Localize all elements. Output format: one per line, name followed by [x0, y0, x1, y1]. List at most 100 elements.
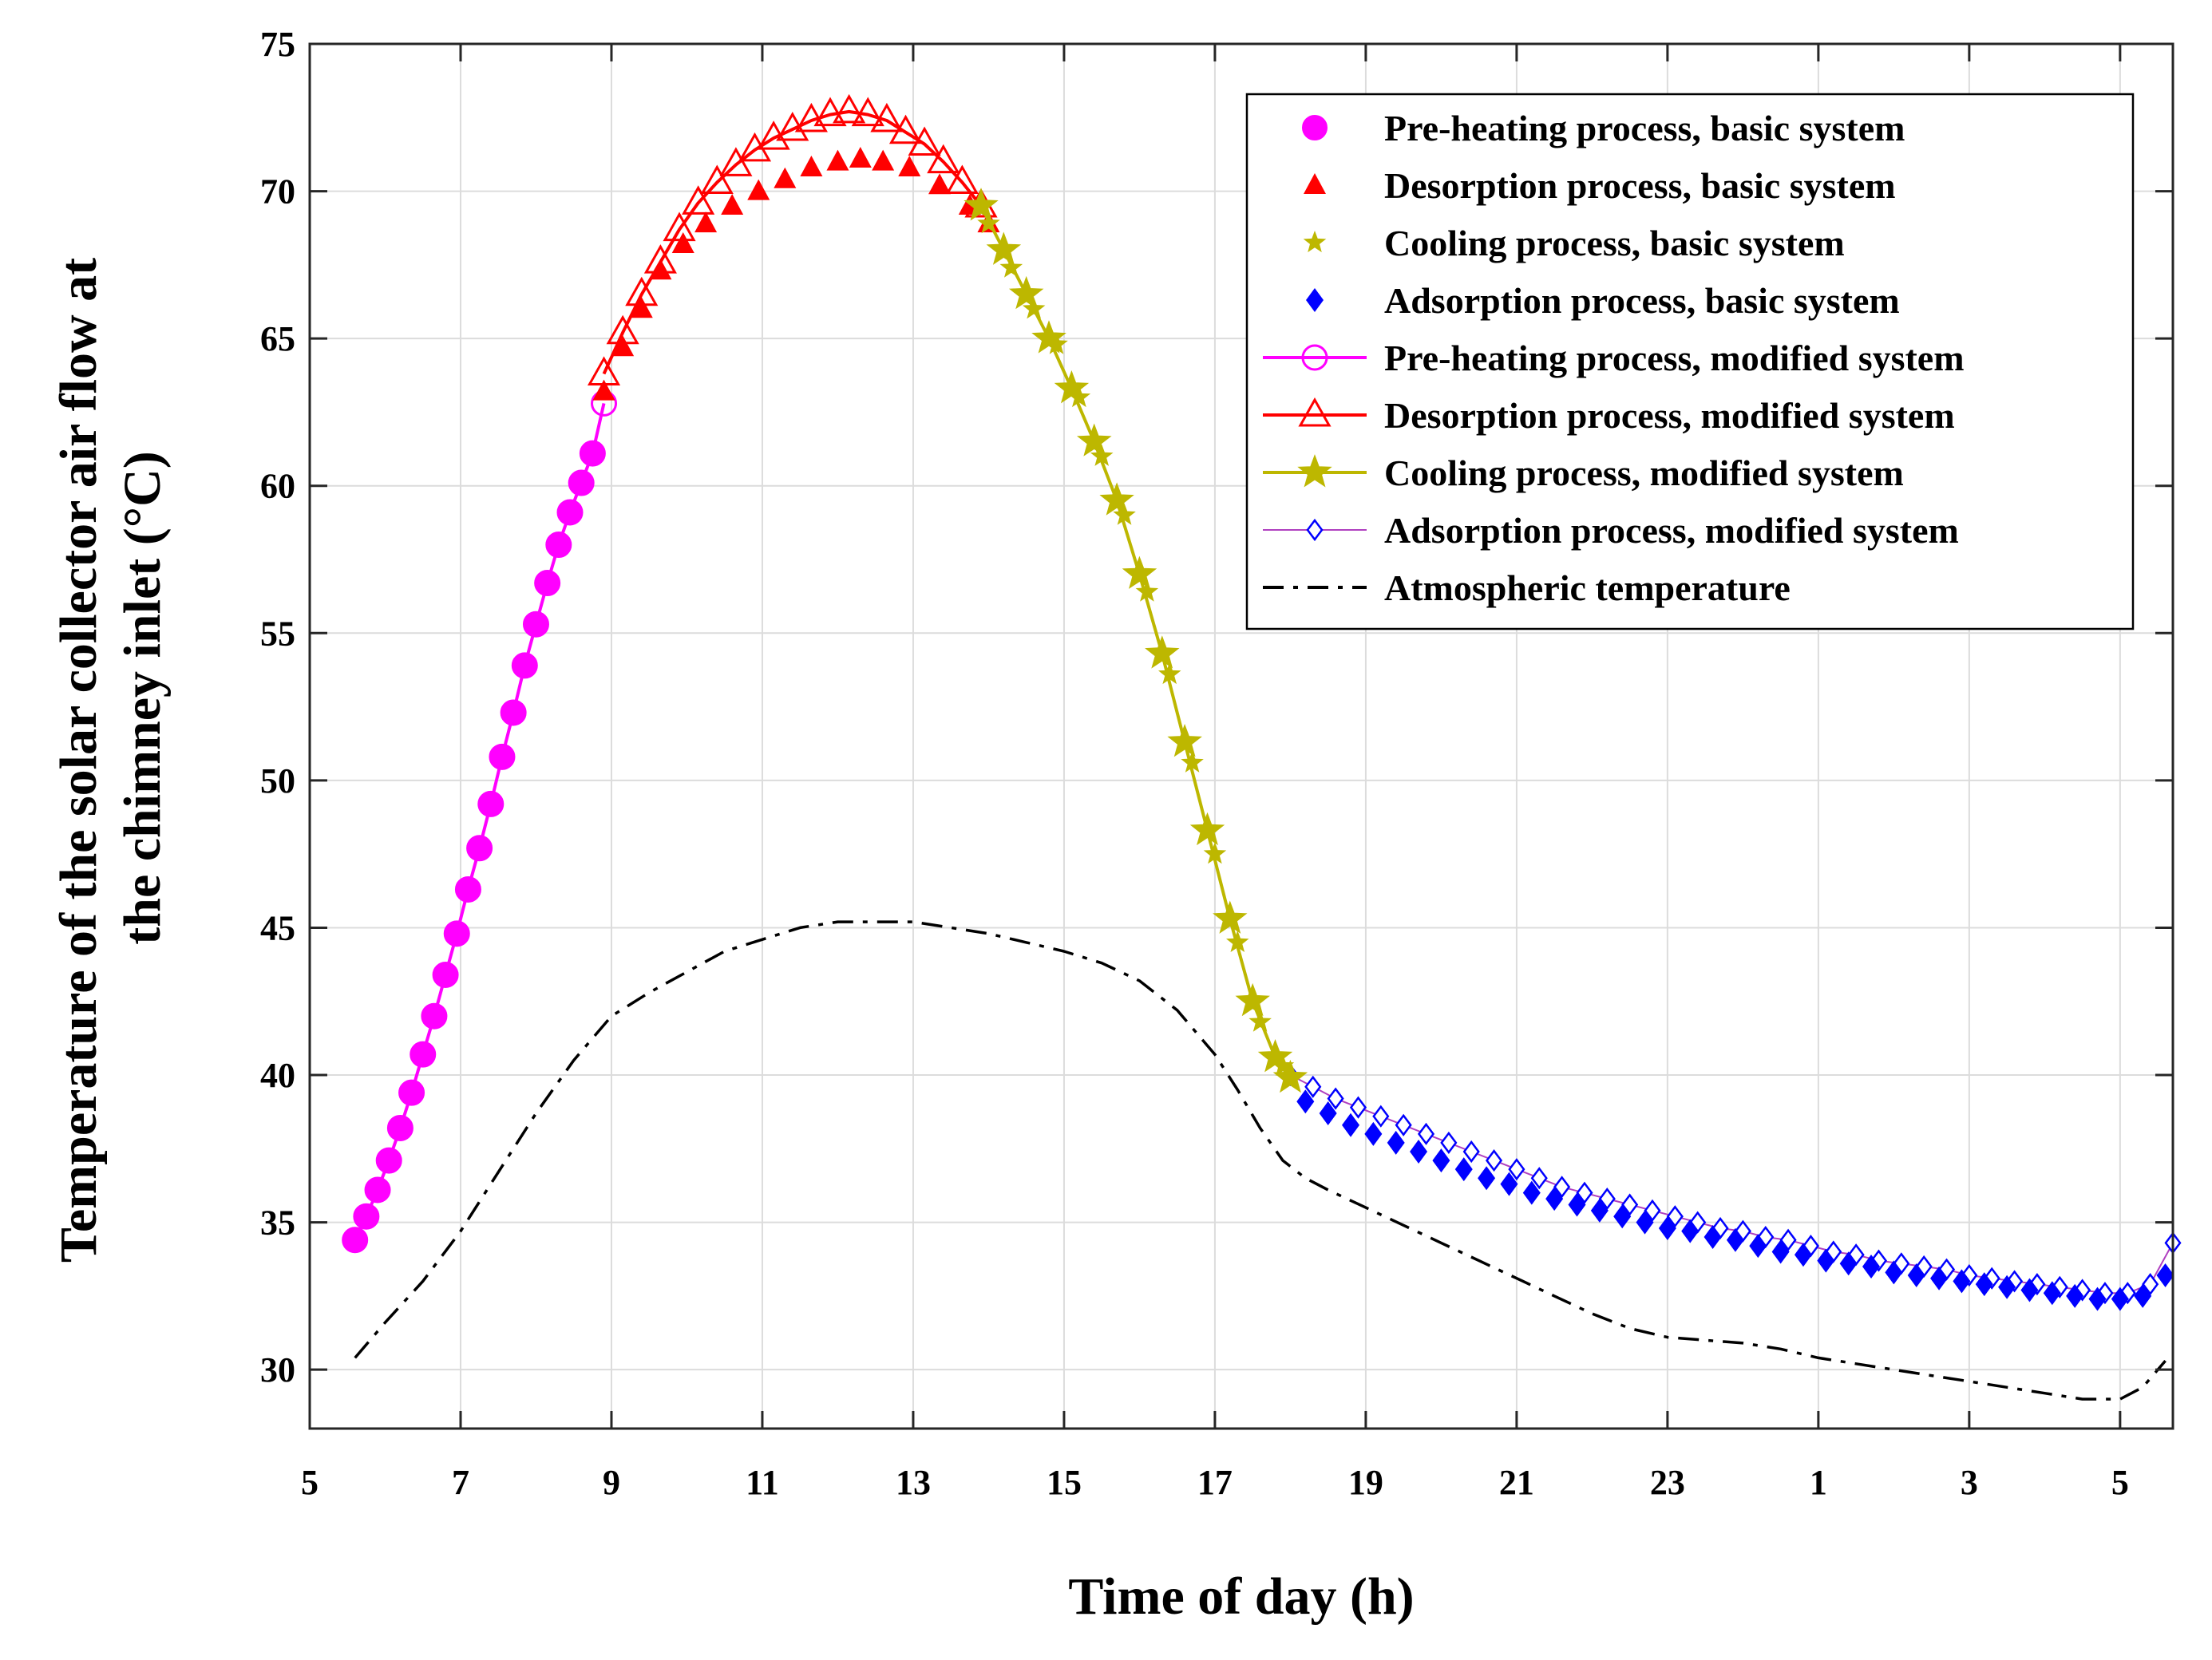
legend-label: Cooling process, basic system — [1384, 223, 1845, 263]
data-point-des_b — [747, 179, 770, 200]
data-point-ads_m — [1576, 1181, 1593, 1204]
data-point-des_m — [851, 97, 884, 127]
data-point-cool_m — [1167, 724, 1202, 757]
data-point-cool_m — [1008, 275, 1044, 310]
data-point-cool_b — [1090, 444, 1114, 466]
series-ads_b — [1296, 1089, 2174, 1311]
data-point-ads_m — [1508, 1158, 1525, 1181]
data-point-ads_m — [1417, 1122, 1435, 1145]
legend-label: Adsorption process, modified system — [1384, 510, 1959, 551]
data-point-cool_b — [1022, 297, 1046, 319]
data-point-des_m — [719, 147, 753, 176]
data-point-ads_b — [1522, 1180, 1541, 1205]
legend-entry-des_m: Desorption process, modified system — [1263, 395, 1955, 436]
data-point-cool_b — [1271, 1053, 1295, 1077]
legend: Pre-heating process, basic system Desorpt… — [1245, 93, 2135, 630]
data-point-ads_m — [1598, 1187, 1616, 1211]
data-point-cool_b — [1045, 332, 1068, 354]
data-point-des_b — [611, 335, 635, 357]
y-tick-label: 70 — [260, 172, 295, 211]
data-point-cool_b — [1158, 662, 1181, 685]
x-tick-label: 5 — [301, 1463, 319, 1502]
data-point-ads_m — [1395, 1113, 1412, 1136]
x-tick-label: 3 — [1961, 1463, 1978, 1502]
data-point-des_m — [663, 211, 696, 242]
data-point-ads_m — [1530, 1167, 1548, 1190]
legend-entry-ads_b: Adsorption process, basic system — [1306, 280, 1900, 321]
legend-marker — [1304, 173, 1326, 194]
y-axis-title-line1: Temperature of the solar collector air f… — [49, 258, 108, 1263]
legend-marker — [1297, 454, 1332, 488]
data-point-pre_b — [342, 1227, 368, 1253]
data-point-ads_b — [1975, 1272, 1993, 1297]
data-point-ads_b — [2020, 1278, 2039, 1302]
data-point-pre_b — [580, 441, 606, 467]
data-point-pre_b — [455, 876, 481, 903]
data-point-cool_b — [1067, 385, 1091, 408]
x-tick-label: 23 — [1650, 1463, 1685, 1502]
data-point-ads_m — [1553, 1176, 1571, 1199]
legend-entry-des_b: Desorption process, basic system — [1304, 165, 1896, 206]
data-point-pre_b — [534, 570, 560, 596]
plot-area — [342, 93, 2182, 1401]
legend-entry-atm: Atmospheric temperature — [1263, 567, 1791, 608]
y-tick-label: 45 — [260, 908, 295, 947]
data-point-ads_b — [2111, 1286, 2129, 1311]
legend-marker — [1303, 231, 1327, 253]
data-point-ads_m — [1621, 1193, 1639, 1216]
data-point-ads_b — [1658, 1215, 1676, 1240]
data-point-ads_b — [1454, 1157, 1473, 1182]
data-point-des_m — [888, 114, 923, 144]
data-point-pre_b — [433, 962, 459, 988]
data-point-des_b — [721, 194, 744, 215]
data-point-pre_b — [523, 611, 549, 638]
data-point-ads_b — [1930, 1266, 1949, 1290]
data-point-ads_b — [1478, 1166, 1496, 1191]
legend-entry-cool_b: Cooling process, basic system — [1303, 223, 1845, 263]
x-tick-label: 1 — [1810, 1463, 1827, 1502]
legend-entry-cool_m: Cooling process, modified system — [1263, 453, 1904, 493]
data-point-des_b — [826, 149, 849, 171]
data-point-ads_b — [1568, 1192, 1586, 1217]
legend-label: Pre-heating process, modified system — [1384, 338, 1965, 378]
data-point-cool_m — [1189, 812, 1225, 846]
data-point-cool_m — [1145, 635, 1180, 669]
series-line-ads_m — [1289, 1074, 2174, 1294]
legend-label: Pre-heating process, basic system — [1384, 108, 1905, 148]
y-tick-label: 60 — [260, 467, 295, 506]
data-point-ads_b — [2134, 1283, 2152, 1308]
data-point-des_m — [587, 356, 621, 385]
data-point-ads_b — [1545, 1187, 1564, 1211]
data-point-des_m — [606, 314, 639, 345]
data-point-des_b — [898, 156, 921, 177]
data-point-ads_b — [1342, 1113, 1360, 1137]
data-point-cool_b — [1181, 750, 1204, 773]
data-point-cool_m — [986, 231, 1022, 265]
data-point-ads_b — [1410, 1140, 1428, 1164]
data-point-ads_b — [1726, 1227, 1744, 1252]
y-tick-label: 55 — [260, 614, 295, 653]
data-point-des_m — [927, 144, 960, 174]
data-point-ads_m — [1644, 1199, 1661, 1222]
data-point-ads_m — [1372, 1105, 1390, 1128]
y-tick-label: 35 — [260, 1204, 295, 1243]
data-point-ads_b — [1590, 1198, 1609, 1223]
data-point-cool_b — [1135, 579, 1159, 602]
data-point-ads_b — [1998, 1275, 2016, 1299]
legend-marker — [1301, 344, 1328, 371]
data-point-des_b — [928, 173, 952, 195]
data-point-cool_b — [1226, 930, 1249, 952]
data-point-pre_b — [387, 1115, 414, 1141]
data-point-cool_m — [964, 188, 999, 221]
data-point-des_b — [592, 379, 615, 401]
data-point-ads_b — [1749, 1234, 1767, 1259]
data-point-ads_m — [1666, 1205, 1684, 1228]
data-point-ads_b — [1817, 1248, 1835, 1273]
x-tick-label: 5 — [2111, 1463, 2129, 1502]
data-point-des_m — [700, 164, 734, 194]
series-line-atm — [354, 920, 2166, 1401]
data-point-ads_b — [1319, 1101, 1337, 1126]
x-tick-label: 17 — [1197, 1463, 1233, 1502]
